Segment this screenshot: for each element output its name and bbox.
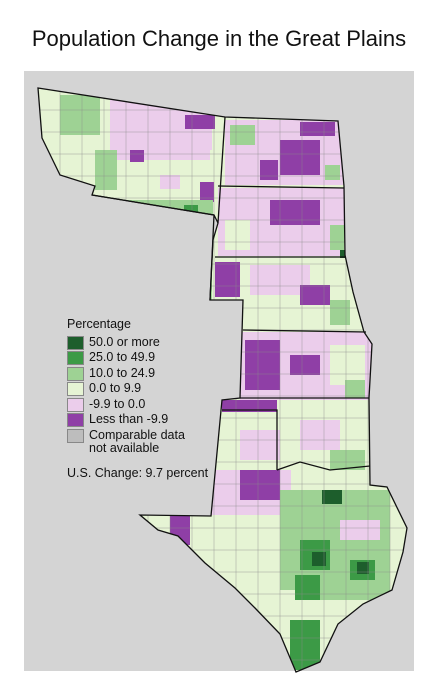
legend-item: -9.9 to 0.0 [67,396,237,414]
ne-ks-border [242,329,367,333]
ok-panhandle-border [222,409,278,470]
region-outline [37,87,408,673]
nd-sd-border [217,185,345,189]
map-title: Population Change in the Great Plains [31,26,407,51]
us-change-note: U.S. Change: 9.7 percent [67,466,209,480]
legend-label: Comparable data not available [89,427,185,455]
legend-item: 0.0 to 9.9 [67,381,237,398]
legend-items: 50.0 or more 25.0 to 49.9 10.0 to 24.9 0.0 … [67,334,237,457]
state-borders [37,87,408,673]
legend-swatch [67,428,84,443]
legend-label: 50.0 or more [89,334,160,349]
legend-item: Comparable data not available [67,427,237,457]
legend-swatch [67,382,84,396]
legend-label: 10.0 to 24.9 [89,365,156,380]
wy-east-border [209,214,215,301]
mt-nd-border [217,116,226,224]
legend-label: 25.0 to 49.9 [89,350,156,364]
legend-swatch [67,351,84,365]
legend-item: Less than -9.9 [67,412,237,429]
legend-item: 25.0 to 49.9 [67,350,237,367]
legend-swatch [67,335,84,350]
legend-swatch [67,397,84,412]
legend-label: 0.0 to 9.9 [89,381,142,395]
legend-swatch [67,366,84,381]
mt-wy-border [91,194,215,216]
legend: Percentage 50.0 or more 25.0 to 49.9 10.0 … [67,318,237,457]
legend-item: 50.0 or more [67,334,237,352]
legend-title: Percentage [67,317,131,331]
legend-item: 10.0 to 24.9 [67,365,237,383]
ok-tx-border [276,461,371,471]
legend-label: -9.9 to 0.0 [89,396,146,411]
legend-swatch [67,413,84,427]
legend-label: Less than -9.9 [89,412,169,426]
